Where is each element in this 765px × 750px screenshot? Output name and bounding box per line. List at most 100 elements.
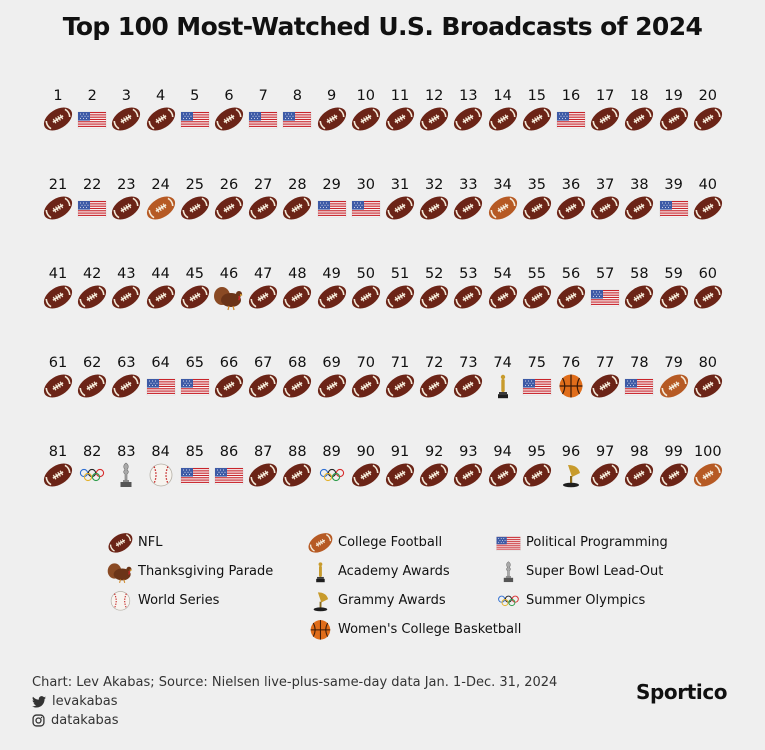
- baseball-icon: [144, 461, 178, 489]
- rank-number: 88: [288, 444, 307, 460]
- rank-cell: 85: [178, 443, 212, 489]
- nfl-football-icon: [622, 105, 656, 133]
- nfl-football-icon: [349, 461, 383, 489]
- chart-title: Top 100 Most-Watched U.S. Broadcasts of …: [62, 12, 703, 41]
- nfl-football-icon: [588, 194, 622, 222]
- nfl-football-icon: [144, 105, 178, 133]
- nfl-football-icon: [451, 194, 485, 222]
- legend-item: Academy Awards: [306, 558, 450, 584]
- rank-cell: 5: [178, 87, 212, 133]
- legend-label: Political Programming: [526, 534, 668, 550]
- rank-number: 87: [253, 444, 273, 460]
- legend-item: Summer Olympics: [494, 587, 645, 613]
- nfl-football-icon: [246, 194, 280, 222]
- source-text: Chart: Lev Akabas; Source: Nielsen live-…: [32, 675, 558, 690]
- rank-number: 8: [292, 88, 302, 104]
- us-flag-icon: [75, 194, 109, 222]
- rank-cell: 78: [622, 354, 656, 400]
- rank-number: 75: [527, 355, 547, 371]
- rank-number: 71: [390, 355, 410, 371]
- rank-cell: 76: [554, 354, 588, 400]
- rank-cell: 28: [280, 176, 314, 222]
- us-flag-icon: [178, 372, 212, 400]
- rank-number: 59: [664, 266, 683, 282]
- rank-cell: 29: [315, 176, 349, 222]
- turkey-icon: [212, 283, 246, 311]
- nfl-football-icon: [657, 105, 691, 133]
- rank-number: 39: [664, 177, 683, 193]
- rank-number: 84: [151, 444, 170, 460]
- rank-cell: 10: [349, 87, 383, 133]
- rank-number: 26: [219, 177, 239, 193]
- rank-number: 10: [356, 88, 376, 104]
- nfl-football-icon: [109, 194, 143, 222]
- college-football-icon: [144, 194, 178, 222]
- rank-number: 44: [151, 266, 170, 282]
- rank-cell: 6: [212, 87, 246, 133]
- college-football-icon: [657, 372, 691, 400]
- us-flag-icon: [520, 372, 554, 400]
- rank-number: 79: [664, 355, 683, 371]
- nfl-football-icon: [622, 194, 656, 222]
- rank-number: 43: [117, 266, 136, 282]
- nfl-football-icon: [417, 283, 451, 311]
- rank-cell: 100: [691, 443, 725, 489]
- rank-number: 48: [288, 266, 307, 282]
- rank-number: 36: [561, 177, 581, 193]
- us-flag-icon: [144, 372, 178, 400]
- us-flag-icon: [554, 105, 588, 133]
- college-football-icon: [691, 461, 725, 489]
- nfl-football-icon: [349, 283, 383, 311]
- rank-cell: 18: [622, 87, 656, 133]
- us-flag-icon: [588, 283, 622, 311]
- rank-number: 86: [219, 444, 239, 460]
- legend-item: Grammy Awards: [306, 587, 446, 613]
- rank-cell: 71: [383, 354, 417, 400]
- nfl-football-icon: [486, 461, 520, 489]
- us-flag-icon: [246, 105, 280, 133]
- rank-cell: 64: [144, 354, 178, 400]
- legend-label: College Football: [338, 534, 443, 550]
- olympic-rings-icon: [315, 461, 349, 489]
- nfl-football-icon: [212, 372, 246, 400]
- us-flag-icon: [315, 194, 349, 222]
- nfl-football-icon: [41, 461, 75, 489]
- rank-number: 52: [424, 266, 444, 282]
- rank-number: 76: [561, 355, 581, 371]
- us-flag-icon: [494, 531, 521, 553]
- nfl-football-icon: [383, 105, 417, 133]
- nfl-football-icon: [212, 194, 246, 222]
- nfl-football-icon: [691, 283, 725, 311]
- nfl-football-icon: [486, 283, 520, 311]
- rank-number: 42: [82, 266, 102, 282]
- rank-number: 29: [322, 177, 341, 193]
- rank-cell: 60: [691, 265, 725, 311]
- footer: Chart: Lev Akabas; Source: Nielsen live-…: [32, 673, 557, 730]
- nfl-football-icon: [75, 283, 109, 311]
- rank-number: 13: [459, 88, 478, 104]
- nfl-football-icon: [383, 372, 417, 400]
- legend-label: Summer Olympics: [526, 592, 646, 608]
- rank-number: 40: [698, 177, 718, 193]
- rank-cell: 74: [486, 354, 520, 400]
- rank-number: 69: [322, 355, 341, 371]
- rank-cell: 33: [451, 176, 485, 222]
- rank-number: 90: [356, 444, 376, 460]
- nfl-football-icon: [520, 461, 554, 489]
- nfl-football-icon: [280, 194, 314, 222]
- nfl-football-icon: [520, 283, 554, 311]
- rank-cell: 95: [520, 443, 554, 489]
- rank-cell: 58: [622, 265, 656, 311]
- rank-cell: 55: [520, 265, 554, 311]
- nfl-football-icon: [41, 372, 75, 400]
- rank-number: 58: [630, 266, 649, 282]
- rank-cell: 19: [657, 87, 691, 133]
- rank-cell: 35: [520, 176, 554, 222]
- rank-number: 61: [48, 355, 68, 371]
- rank-cell: 92: [417, 443, 451, 489]
- rank-number: 46: [219, 266, 239, 282]
- rank-cell: 25: [178, 176, 212, 222]
- rank-cell: 99: [657, 443, 691, 489]
- rank-cell: 59: [657, 265, 691, 311]
- rank-number: 34: [493, 177, 512, 193]
